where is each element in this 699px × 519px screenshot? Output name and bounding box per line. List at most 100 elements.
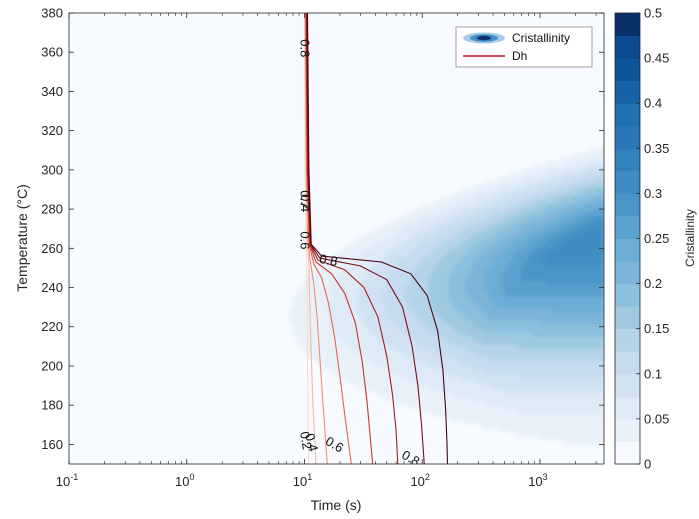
cristallinity-cell bbox=[545, 337, 550, 342]
cristallinity-cell bbox=[317, 389, 322, 394]
cristallinity-cell bbox=[453, 293, 458, 298]
cristallinity-cell bbox=[553, 177, 558, 182]
cristallinity-cell bbox=[445, 225, 450, 230]
cristallinity-cell bbox=[389, 269, 394, 274]
cristallinity-cell bbox=[317, 321, 322, 326]
cristallinity-cell bbox=[517, 185, 522, 190]
cristallinity-cell bbox=[453, 437, 458, 442]
cristallinity-cell bbox=[353, 301, 358, 306]
cristallinity-cell bbox=[601, 221, 604, 226]
cristallinity-cell bbox=[581, 397, 586, 402]
cristallinity-cell bbox=[457, 385, 462, 390]
cristallinity-cell bbox=[477, 265, 482, 270]
cristallinity-cell bbox=[509, 369, 514, 374]
cristallinity-cell bbox=[441, 313, 446, 318]
cristallinity-cell bbox=[529, 281, 534, 286]
cristallinity-cell bbox=[397, 297, 402, 302]
cristallinity-cell bbox=[453, 425, 458, 430]
cristallinity-cell bbox=[565, 301, 570, 306]
cristallinity-cell bbox=[517, 389, 522, 394]
cristallinity-cell bbox=[273, 293, 278, 298]
cristallinity-cell bbox=[481, 257, 486, 262]
cristallinity-cell bbox=[541, 453, 546, 458]
cristallinity-cell bbox=[593, 217, 598, 222]
cristallinity-cell bbox=[585, 461, 590, 464]
cristallinity-cell bbox=[365, 305, 370, 310]
cristallinity-cell bbox=[549, 413, 554, 418]
cristallinity-cell bbox=[553, 313, 558, 318]
cristallinity-cell bbox=[513, 337, 518, 342]
cristallinity-cell bbox=[493, 333, 498, 338]
cristallinity-cell bbox=[485, 445, 490, 450]
cristallinity-cell bbox=[517, 217, 522, 222]
cristallinity-cell bbox=[477, 389, 482, 394]
cristallinity-cell bbox=[601, 173, 604, 178]
cristallinity-cell bbox=[577, 345, 582, 350]
cristallinity-cell bbox=[569, 457, 574, 462]
cristallinity-cell bbox=[549, 281, 554, 286]
cristallinity-cell bbox=[457, 285, 462, 290]
cristallinity-cell bbox=[569, 441, 574, 446]
cristallinity-cell bbox=[437, 225, 442, 230]
cristallinity-cell bbox=[417, 333, 422, 338]
cristallinity-cell bbox=[517, 229, 522, 234]
cristallinity-cell bbox=[509, 269, 514, 274]
cristallinity-cell bbox=[505, 241, 510, 246]
cristallinity-cell bbox=[325, 285, 330, 290]
cristallinity-cell bbox=[345, 373, 350, 378]
cristallinity-cell bbox=[569, 461, 574, 464]
cristallinity-cell bbox=[561, 385, 566, 390]
cristallinity-cell bbox=[489, 241, 494, 246]
cristallinity-cell bbox=[429, 325, 434, 330]
cristallinity-cell bbox=[481, 209, 486, 214]
cristallinity-cell bbox=[361, 305, 366, 310]
cristallinity-cell bbox=[473, 329, 478, 334]
y-tick-label: 220 bbox=[41, 319, 63, 334]
cristallinity-cell bbox=[397, 293, 402, 298]
cristallinity-cell bbox=[461, 217, 466, 222]
cristallinity-cell bbox=[525, 197, 530, 202]
cristallinity-cell bbox=[541, 321, 546, 326]
cristallinity-cell bbox=[569, 197, 574, 202]
cristallinity-cell bbox=[473, 225, 478, 230]
cristallinity-cell bbox=[533, 241, 538, 246]
cristallinity-cell bbox=[529, 289, 534, 294]
cristallinity-cell bbox=[529, 333, 534, 338]
cristallinity-cell bbox=[525, 337, 530, 342]
cristallinity-cell bbox=[477, 321, 482, 326]
cristallinity-cell bbox=[581, 221, 586, 226]
cristallinity-cell bbox=[541, 273, 546, 278]
cristallinity-cell bbox=[373, 229, 378, 234]
cristallinity-cell bbox=[597, 349, 602, 354]
cristallinity-cell bbox=[549, 185, 554, 190]
cristallinity-cell bbox=[341, 377, 346, 382]
cristallinity-cell bbox=[433, 425, 438, 430]
cristallinity-cell bbox=[453, 421, 458, 426]
cristallinity-cell bbox=[273, 337, 278, 342]
cristallinity-cell bbox=[473, 297, 478, 302]
cristallinity-cell bbox=[437, 269, 442, 274]
cristallinity-cell bbox=[533, 405, 538, 410]
cristallinity-cell bbox=[369, 225, 374, 230]
cristallinity-cell bbox=[581, 441, 586, 446]
cristallinity-cell bbox=[481, 385, 486, 390]
cristallinity-cell bbox=[537, 365, 542, 370]
cristallinity-cell bbox=[557, 301, 562, 306]
cristallinity-cell bbox=[569, 453, 574, 458]
cristallinity-cell bbox=[577, 449, 582, 454]
cristallinity-cell bbox=[529, 361, 534, 366]
cristallinity-cell bbox=[317, 369, 322, 374]
cristallinity-cell bbox=[529, 285, 534, 290]
cristallinity-cell bbox=[453, 321, 458, 326]
cristallinity-cell bbox=[485, 381, 490, 386]
cristallinity-cell bbox=[485, 269, 490, 274]
cristallinity-cell bbox=[325, 317, 330, 322]
cristallinity-cell bbox=[421, 213, 426, 218]
cristallinity-cell bbox=[553, 305, 558, 310]
cristallinity-cell bbox=[601, 369, 604, 374]
cristallinity-cell bbox=[377, 369, 382, 374]
cristallinity-cell bbox=[601, 181, 604, 186]
cristallinity-cell bbox=[333, 265, 338, 270]
cristallinity-cell bbox=[473, 441, 478, 446]
cristallinity-cell bbox=[581, 269, 586, 274]
